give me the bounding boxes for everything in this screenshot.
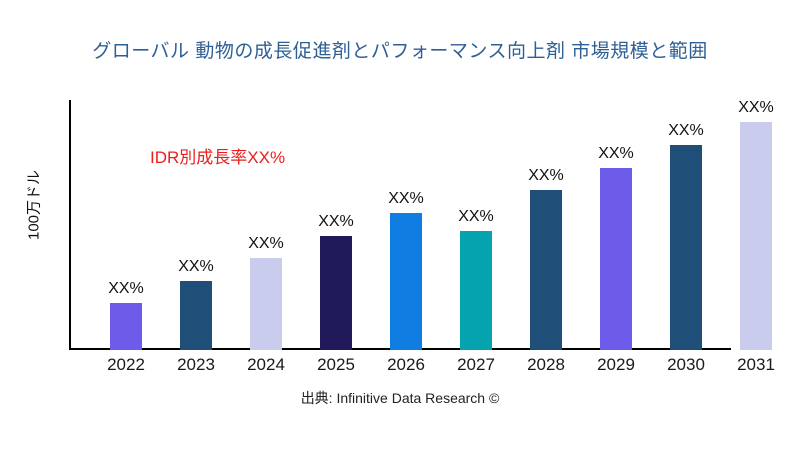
bar-group-2025: XX% <box>301 213 371 350</box>
bar-group-2022: XX% <box>91 280 161 350</box>
x-axis-tick-label-2022: 2022 <box>107 355 145 374</box>
source-credit: 出典: Infinitive Data Research © <box>300 390 500 406</box>
bar-value-label-2026: XX% <box>388 190 424 207</box>
bar-2028 <box>530 190 562 350</box>
bar-value-label-2024: XX% <box>248 235 284 252</box>
bar-2031 <box>740 122 772 350</box>
bar-group-2027: XX% <box>441 208 511 350</box>
bar-value-label-2029: XX% <box>598 145 634 162</box>
bar-group-2024: XX% <box>231 235 301 350</box>
bar-value-label-2030: XX% <box>668 122 704 139</box>
bar-group-2026: XX% <box>371 190 441 350</box>
bar-2024 <box>250 258 282 350</box>
x-axis-tick-label-2027: 2027 <box>457 355 495 374</box>
y-axis-line <box>69 100 71 350</box>
bar-2030 <box>670 145 702 350</box>
bar-2023 <box>180 281 212 350</box>
x-axis-tick-label-2029: 2029 <box>597 355 635 374</box>
x-axis-tick-label-2023: 2023 <box>177 355 215 374</box>
bar-value-label-2023: XX% <box>178 258 214 275</box>
x-axis-tick-label-2026: 2026 <box>387 355 425 374</box>
bar-value-label-2028: XX% <box>528 167 564 184</box>
bar-group-2030: XX% <box>651 122 721 350</box>
bar-2025 <box>320 236 352 350</box>
bar-2027 <box>460 231 492 350</box>
bar-group-2031: XX% <box>721 99 791 350</box>
bar-group-2029: XX% <box>581 145 651 350</box>
x-axis-tick-label-2024: 2024 <box>247 355 285 374</box>
chart-title: グローバル 動物の成長促進剤とパフォーマンス向上剤 市場規模と範囲 <box>92 41 708 62</box>
bar-group-2028: XX% <box>511 167 581 350</box>
x-axis-tick-label-2031: 2031 <box>737 355 775 374</box>
y-axis-label: 100万ドル <box>25 169 43 241</box>
growth-rate-annotation: IDR別成長率XX% <box>150 148 286 167</box>
bar-2029 <box>600 168 632 350</box>
bar-2022 <box>110 303 142 350</box>
x-axis-tick-label-2030: 2030 <box>667 355 705 374</box>
bar-value-label-2027: XX% <box>458 208 494 225</box>
bar-group-2023: XX% <box>161 258 231 350</box>
x-axis-tick-label-2025: 2025 <box>317 355 355 374</box>
x-axis-tick-label-2028: 2028 <box>527 355 565 374</box>
bar-2026 <box>390 213 422 350</box>
bar-value-label-2031: XX% <box>738 99 774 116</box>
bar-value-label-2022: XX% <box>108 280 144 297</box>
bar-value-label-2025: XX% <box>318 213 354 230</box>
